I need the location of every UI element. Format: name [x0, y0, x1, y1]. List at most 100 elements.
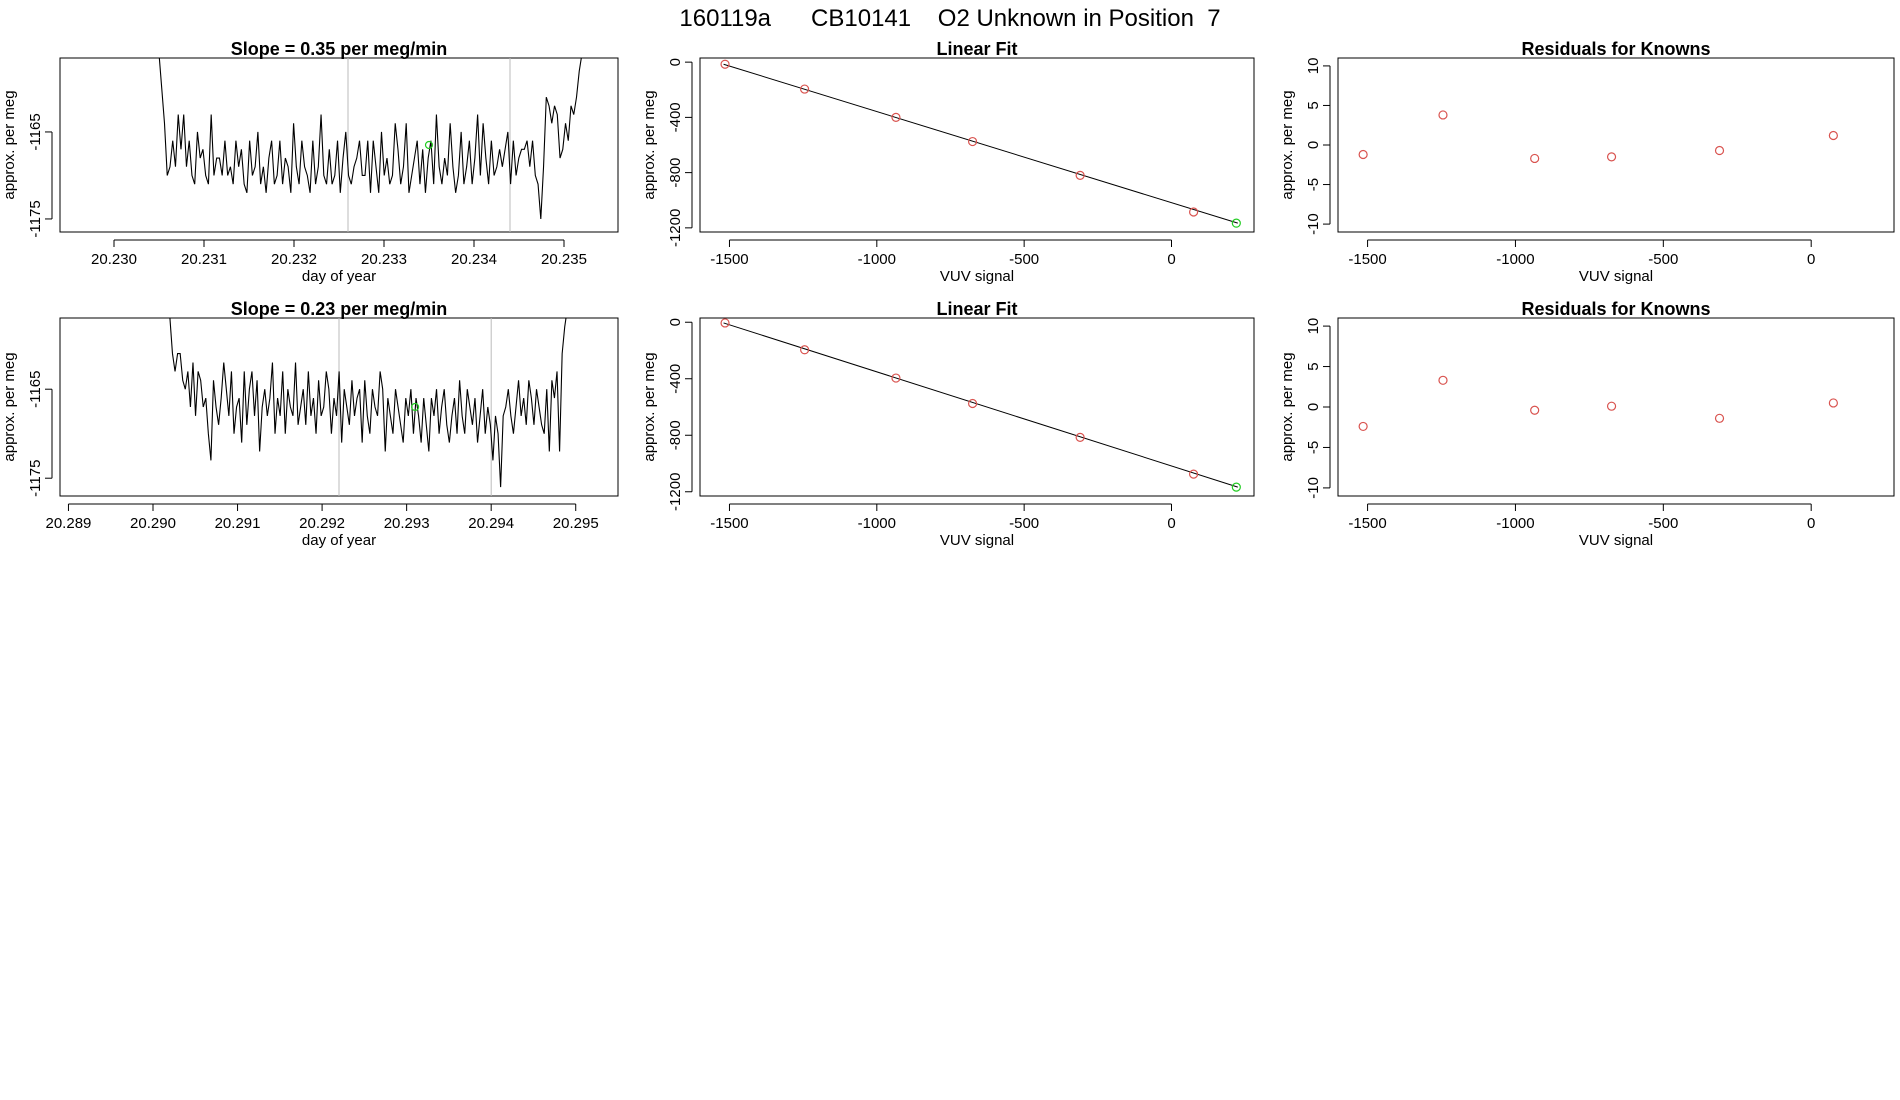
x-tick-label: -1000 — [858, 515, 896, 532]
x-tick-label: -1500 — [710, 515, 748, 532]
plot-frame — [1337, 317, 1895, 497]
x-tick-label: 0 — [1167, 515, 1175, 532]
known-point — [1358, 421, 1368, 432]
x-tick-label: -500 — [1648, 251, 1678, 268]
x-tick-label: 20.230 — [91, 251, 137, 268]
y-tick-label: 10 — [1305, 58, 1322, 75]
x-tick-label: -1500 — [1348, 515, 1386, 532]
chart-title: Slope = 0.23 per meg/min — [231, 299, 448, 319]
y-tick-label: 5 — [1305, 362, 1322, 370]
page-title: 160119a CB10141 O2 Unknown in Position 7 — [679, 5, 1220, 32]
x-tick-label: 0 — [1807, 251, 1815, 268]
known-point — [1530, 153, 1540, 164]
chart-title: Linear Fit — [936, 39, 1017, 59]
known-point — [720, 318, 730, 328]
known-point — [1828, 130, 1838, 141]
x-tick-label: -1000 — [1496, 515, 1534, 532]
fit-line — [723, 63, 1238, 224]
x-tick-label: -1000 — [858, 251, 896, 268]
y-axis-label: approx. per meg — [1, 90, 18, 199]
y-tick-label: -800 — [667, 420, 684, 450]
x-tick-label: 20.292 — [299, 515, 345, 532]
y-tick-label: -1175 — [27, 460, 44, 497]
known-point — [800, 84, 810, 94]
known-point — [800, 345, 810, 355]
fit-line — [723, 322, 1238, 488]
x-tick-label: 20.232 — [271, 251, 317, 268]
x-axis-label: VUV signal — [940, 532, 1014, 549]
x-tick-label: 20.294 — [468, 515, 514, 532]
x-tick-label: 20.291 — [215, 515, 261, 532]
trace-line — [169, 318, 567, 488]
data-marks — [158, 58, 582, 232]
x-tick-label: 20.293 — [384, 515, 430, 532]
known-point — [1606, 401, 1617, 411]
chart-title: Slope = 0.35 per meg/min — [231, 39, 448, 59]
known-point — [1188, 207, 1199, 217]
unknown-point — [1231, 218, 1241, 228]
plot-frame — [59, 57, 619, 233]
data-marks — [720, 318, 1241, 492]
x-axis-label: VUV signal — [1579, 532, 1653, 549]
y-tick-label: 10 — [1305, 318, 1322, 335]
panel-res1: Residuals for Knowns -1500 -1000 -500 0 VUV s… — [1279, 39, 1895, 285]
y-tick-label: -5 — [1305, 441, 1322, 454]
y-tick-label: 0 — [1305, 403, 1322, 411]
chart-title: Linear Fit — [936, 299, 1017, 319]
known-point — [967, 136, 978, 147]
y-tick-label: 0 — [667, 58, 684, 66]
y-tick-label: -1200 — [667, 209, 684, 247]
y-axis-label: approx. per meg — [641, 90, 658, 199]
panels: Slope = 0.35 per meg/min 20.230 20.231 20.2… — [1, 39, 1895, 549]
y-tick-label: -800 — [667, 158, 684, 188]
known-point — [1188, 469, 1199, 479]
known-point — [891, 112, 901, 122]
panel-fit2: Linear Fit -1500 -1000 -500 0 VUV signal 0 -400… — [641, 299, 1255, 549]
y-tick-label: -1175 — [27, 200, 44, 237]
x-tick-label: 0 — [1807, 515, 1815, 532]
x-tick-label: -500 — [1009, 515, 1039, 532]
x-tick-label: -500 — [1648, 515, 1678, 532]
data-marks — [1358, 110, 1838, 164]
x-tick-label: -1500 — [710, 251, 748, 268]
known-point — [1358, 149, 1368, 160]
trace-line — [158, 58, 582, 219]
data-marks — [1358, 375, 1838, 432]
x-tick-label: 20.289 — [46, 515, 92, 532]
y-tick-label: -10 — [1305, 477, 1322, 499]
known-point — [967, 398, 978, 409]
y-axis-label: approx. per meg — [1279, 352, 1296, 461]
y-tick-label: -1200 — [667, 473, 684, 511]
x-tick-label: -1000 — [1496, 251, 1534, 268]
known-point — [1075, 170, 1085, 180]
known-point — [1530, 405, 1540, 415]
x-axis-label: VUV signal — [1579, 268, 1653, 285]
x-tick-label: 20.290 — [130, 515, 176, 532]
y-tick-label: -400 — [667, 364, 684, 394]
y-tick-label: 0 — [1305, 141, 1322, 149]
data-marks — [169, 318, 567, 496]
panel-res2: Residuals for Knowns -1500 -1000 -500 0 VUV s… — [1279, 299, 1895, 549]
panel-ts1: Slope = 0.35 per meg/min 20.230 20.231 20.2… — [1, 39, 619, 285]
known-point — [1606, 152, 1617, 162]
y-axis-label: approx. per meg — [641, 352, 658, 461]
known-point — [720, 59, 730, 69]
x-tick-label: 20.235 — [541, 251, 587, 268]
y-tick-label: -1165 — [27, 113, 44, 150]
y-axis-label: approx. per meg — [1279, 90, 1296, 199]
x-tick-label: 20.233 — [361, 251, 407, 268]
plot-frame — [699, 57, 1255, 233]
x-tick-label: 20.234 — [451, 251, 497, 268]
x-tick-label: -1500 — [1348, 251, 1386, 268]
y-axis-label: approx. per meg — [1, 352, 18, 461]
x-tick-label: -500 — [1009, 251, 1039, 268]
known-point — [1828, 398, 1838, 408]
y-tick-label: -5 — [1305, 178, 1322, 191]
y-tick-label: -10 — [1305, 213, 1322, 235]
x-axis-label: VUV signal — [940, 268, 1014, 285]
y-tick-label: -400 — [667, 102, 684, 132]
chart-title: Residuals for Knowns — [1521, 39, 1710, 59]
unknown-point — [424, 140, 434, 150]
plot-frame — [699, 317, 1255, 497]
